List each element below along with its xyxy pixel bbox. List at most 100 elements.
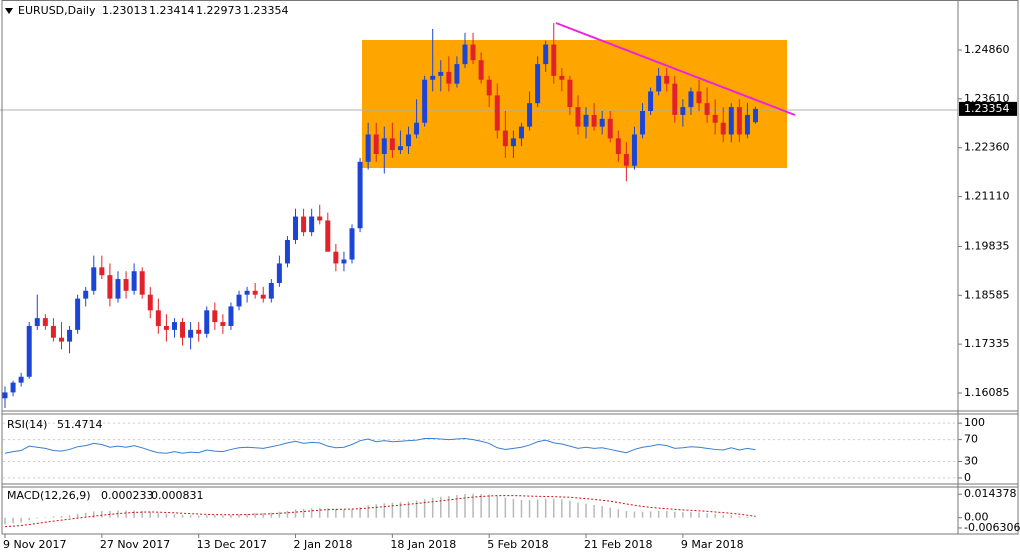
candle-body <box>75 298 81 330</box>
y-tick-label: 100 <box>964 416 985 429</box>
candle-body <box>567 79 573 108</box>
pane-gap <box>2 484 958 487</box>
candle-body <box>470 44 476 61</box>
candle-body <box>365 134 371 162</box>
candle-body <box>551 44 557 76</box>
candle-body <box>462 44 468 65</box>
x-tick-label: 27 Nov 2017 <box>100 538 170 551</box>
candle-body <box>26 325 32 377</box>
open-value: 1.23013 <box>102 4 148 17</box>
candle-body <box>284 239 290 264</box>
current-price-label: 1.23354 <box>964 102 1010 115</box>
candle-body <box>583 114 589 127</box>
candle-body <box>478 60 484 80</box>
high-value: 1.23414 <box>149 4 195 17</box>
candle-body <box>397 146 403 151</box>
candle-body <box>244 290 250 295</box>
y-tick-label: 0.00 <box>964 511 989 524</box>
candle-body <box>349 228 355 260</box>
candle-body <box>228 306 234 326</box>
candle-body <box>527 103 533 127</box>
candle-body <box>163 325 169 330</box>
candle-body <box>648 91 654 112</box>
y-tick-label: 0.014378 <box>964 487 1017 500</box>
y-tick-label: 1.23610 <box>964 92 1010 105</box>
candle-body <box>91 267 97 291</box>
candle-body <box>696 91 702 104</box>
candle-body <box>325 220 331 252</box>
candle-body <box>341 259 347 264</box>
candle-body <box>615 138 621 154</box>
candle-body <box>591 114 597 127</box>
candle-body <box>389 138 395 151</box>
candle-body <box>744 114 750 135</box>
signal-line <box>4 495 756 528</box>
y-tick-label: 0 <box>964 471 971 484</box>
candle-body <box>293 216 299 240</box>
trend-line <box>555 22 796 116</box>
y-tick-label: 1.24860 <box>964 43 1010 56</box>
frame <box>1 0 1019 535</box>
x-tick-label: 9 Mar 2018 <box>681 538 744 551</box>
candle-body <box>688 91 694 108</box>
x-tick-label: 9 Nov 2017 <box>3 538 66 551</box>
candle-body <box>486 79 492 96</box>
candle-body <box>381 138 387 154</box>
candle-body <box>67 329 73 342</box>
candle-body <box>196 329 202 334</box>
candle-body <box>357 161 363 229</box>
candle-body <box>155 310 161 326</box>
candle-body <box>317 216 323 221</box>
candle-body <box>535 64 541 104</box>
close-value: 1.23354 <box>243 4 289 17</box>
y-tick-label: 70 <box>964 433 978 446</box>
candle-body <box>301 216 307 233</box>
candle-body <box>720 122 726 135</box>
candle-body <box>131 271 137 291</box>
menu-triangle[interactable] <box>5 8 13 14</box>
candle-body <box>672 83 678 115</box>
candle-body <box>107 275 113 299</box>
candle-body <box>34 318 40 326</box>
candle-body <box>276 263 282 283</box>
candle-body <box>446 71 452 84</box>
candle-body <box>309 216 315 233</box>
candle-body <box>680 107 686 115</box>
candle-body <box>518 126 524 139</box>
candle-body <box>502 130 508 147</box>
candle-body <box>2 392 8 399</box>
candle-body <box>220 322 226 326</box>
candle-body <box>728 107 734 135</box>
candle-body <box>656 75 662 92</box>
x-tick-label: 5 Feb 2018 <box>487 538 548 551</box>
y-tick-label: 1.22360 <box>964 141 1010 154</box>
candle-body <box>631 134 637 166</box>
candle-body <box>212 310 218 323</box>
y-tick-label: 1.19835 <box>964 239 1010 252</box>
candle-body <box>99 267 105 276</box>
candle-body <box>171 322 177 330</box>
candle-body <box>139 271 145 295</box>
rsi-line <box>4 437 756 454</box>
candle-body <box>147 294 153 311</box>
candle-body <box>333 251 339 264</box>
candle-body <box>494 95 500 131</box>
candle-body <box>599 118 605 127</box>
candle-body <box>623 153 629 166</box>
x-tick-label: 18 Jan 2018 <box>390 538 456 551</box>
y-tick-label: 1.17335 <box>964 337 1010 350</box>
candle-body <box>83 290 89 299</box>
y-tick-label: 1.18585 <box>964 288 1010 301</box>
macd-title: MACD(12,26,9) <box>7 489 91 502</box>
y-tick-label: 30 <box>964 454 978 467</box>
candle-body <box>50 325 56 338</box>
candle-body <box>736 107 742 135</box>
candle-body <box>430 75 436 80</box>
candle-body <box>115 279 121 299</box>
candle-body <box>406 134 411 147</box>
candle-body <box>42 318 48 326</box>
symbol: EURUSD,Daily <box>18 4 96 17</box>
candle-body <box>664 75 670 84</box>
low-value: 1.22973 <box>196 4 242 17</box>
